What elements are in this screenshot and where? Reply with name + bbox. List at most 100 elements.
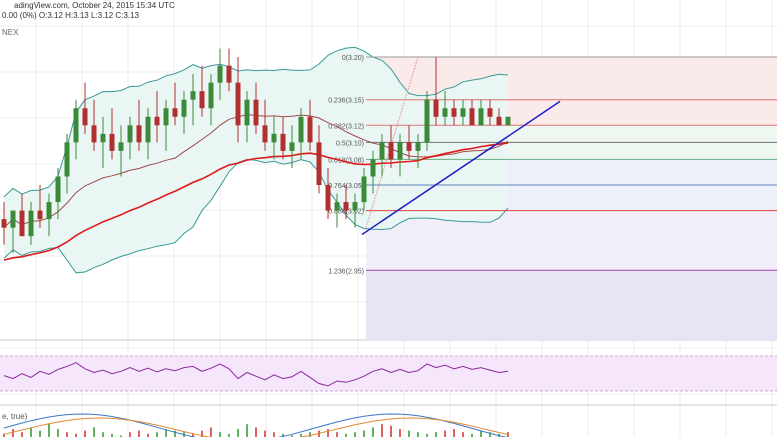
macd-histogram-bar bbox=[138, 430, 140, 437]
macd-histogram-bar bbox=[156, 432, 158, 437]
candle-body bbox=[406, 142, 412, 151]
candle-body bbox=[433, 99, 439, 117]
candle-body bbox=[46, 202, 52, 220]
macd-histogram-bar bbox=[345, 433, 347, 437]
candle-body bbox=[370, 159, 376, 177]
candle-body bbox=[154, 116, 160, 126]
candle-body bbox=[496, 116, 502, 126]
macd-histogram-bar bbox=[471, 433, 473, 437]
macd-histogram-bar bbox=[219, 432, 221, 437]
rsi-line bbox=[3, 362, 509, 387]
candle-body bbox=[271, 133, 277, 143]
candle-body bbox=[460, 108, 466, 117]
fib-band-extension bbox=[366, 270, 777, 340]
rsi-pane bbox=[0, 355, 777, 392]
bollinger-lower bbox=[3, 158, 509, 274]
candle-body bbox=[388, 142, 394, 160]
macd-histogram-bar bbox=[66, 432, 68, 437]
candle-body bbox=[217, 65, 223, 83]
macd-histogram-bar bbox=[30, 427, 32, 437]
candle-body bbox=[19, 210, 25, 237]
macd-histogram-bar bbox=[111, 433, 113, 437]
candle-body bbox=[37, 210, 43, 220]
macd-histogram-bar bbox=[444, 430, 446, 437]
candle-body bbox=[334, 202, 340, 211]
ema-100 bbox=[3, 142, 509, 261]
macd-histogram-bar bbox=[12, 429, 14, 437]
bollinger-bands bbox=[3, 46, 509, 274]
macd-histogram-bar bbox=[21, 432, 23, 437]
candle-body bbox=[28, 210, 34, 237]
fib-level-label: 0.5(3.10) bbox=[336, 140, 364, 147]
macd-histogram-bar bbox=[102, 432, 104, 437]
candle-body bbox=[343, 202, 349, 211]
macd-pane bbox=[3, 413, 509, 437]
candle-body bbox=[397, 142, 403, 160]
candle-body bbox=[145, 116, 151, 143]
rsi-band bbox=[0, 356, 777, 391]
macd-histogram-bar bbox=[255, 427, 257, 437]
candle-body bbox=[262, 125, 268, 143]
fib-level-label: 1.236(2.95) bbox=[328, 268, 364, 275]
macd-histogram-bar bbox=[84, 430, 86, 437]
header-ohlc: 0.00 (0%) O:3.12 H:3.13 L:3.12 C:3.13 bbox=[2, 11, 139, 20]
macd-histogram-bar bbox=[228, 433, 230, 437]
candle-body bbox=[235, 82, 241, 126]
candle-body bbox=[442, 108, 448, 117]
macd-histogram-bar bbox=[39, 430, 41, 437]
macd-histogram-bar bbox=[417, 432, 419, 437]
candle-body bbox=[478, 108, 484, 126]
candle-body bbox=[190, 91, 196, 100]
macd-line bbox=[3, 413, 508, 437]
fib-diagonal bbox=[365, 56, 419, 228]
macd-histogram-bar bbox=[282, 433, 284, 437]
macd-histogram-bar bbox=[354, 432, 356, 437]
candle-body bbox=[172, 108, 178, 117]
candle-body bbox=[379, 142, 385, 160]
macd-histogram-bar bbox=[453, 429, 455, 437]
candle-body bbox=[253, 99, 259, 126]
macd-histogram-bar bbox=[336, 432, 338, 437]
macd-histogram-bar bbox=[300, 433, 302, 437]
candle-body bbox=[100, 133, 106, 143]
candle-body bbox=[163, 108, 169, 126]
macd-histogram-bar bbox=[129, 432, 131, 437]
candle-body bbox=[226, 65, 232, 83]
candle-body bbox=[244, 99, 250, 126]
candle-body bbox=[82, 108, 88, 126]
support-trend-line bbox=[361, 100, 561, 236]
candle-body bbox=[316, 142, 322, 185]
macd-signal-line bbox=[3, 417, 509, 437]
candle-body bbox=[451, 108, 457, 117]
macd-histogram-bar bbox=[246, 424, 248, 437]
macd-histogram-bar bbox=[462, 432, 464, 437]
candle-body bbox=[307, 116, 313, 143]
candle-body bbox=[1, 219, 7, 228]
fib-level-label: 0(3.20) bbox=[342, 55, 364, 62]
macd-histogram-bar bbox=[273, 432, 275, 437]
macd-histogram-bar bbox=[174, 430, 176, 437]
macd-histogram-bar bbox=[327, 429, 329, 437]
candle-body bbox=[136, 125, 142, 143]
macd-histogram-bar bbox=[3, 433, 5, 437]
candle-body bbox=[424, 99, 430, 143]
macd-histogram-bar bbox=[399, 429, 401, 437]
candle-body bbox=[289, 142, 295, 151]
macd-histogram-bar bbox=[120, 435, 122, 437]
macd-histogram-bar bbox=[435, 432, 437, 437]
candle-body bbox=[208, 82, 214, 109]
candle-body bbox=[487, 108, 493, 117]
macd-label: e, true) bbox=[2, 412, 28, 421]
trend-line[interactable] bbox=[361, 100, 561, 236]
macd-histogram-bar bbox=[363, 430, 365, 437]
macd-histogram-bar bbox=[309, 432, 311, 437]
macd-histogram-bar bbox=[390, 425, 392, 437]
candle-body bbox=[73, 108, 79, 143]
candle-body bbox=[10, 210, 16, 228]
bollinger-upper bbox=[3, 46, 509, 198]
macd-histogram-bar bbox=[489, 432, 491, 437]
macd-histogram-bar bbox=[426, 433, 428, 437]
macd-histogram-bar bbox=[147, 433, 149, 437]
macd-histogram-bar bbox=[192, 433, 194, 437]
